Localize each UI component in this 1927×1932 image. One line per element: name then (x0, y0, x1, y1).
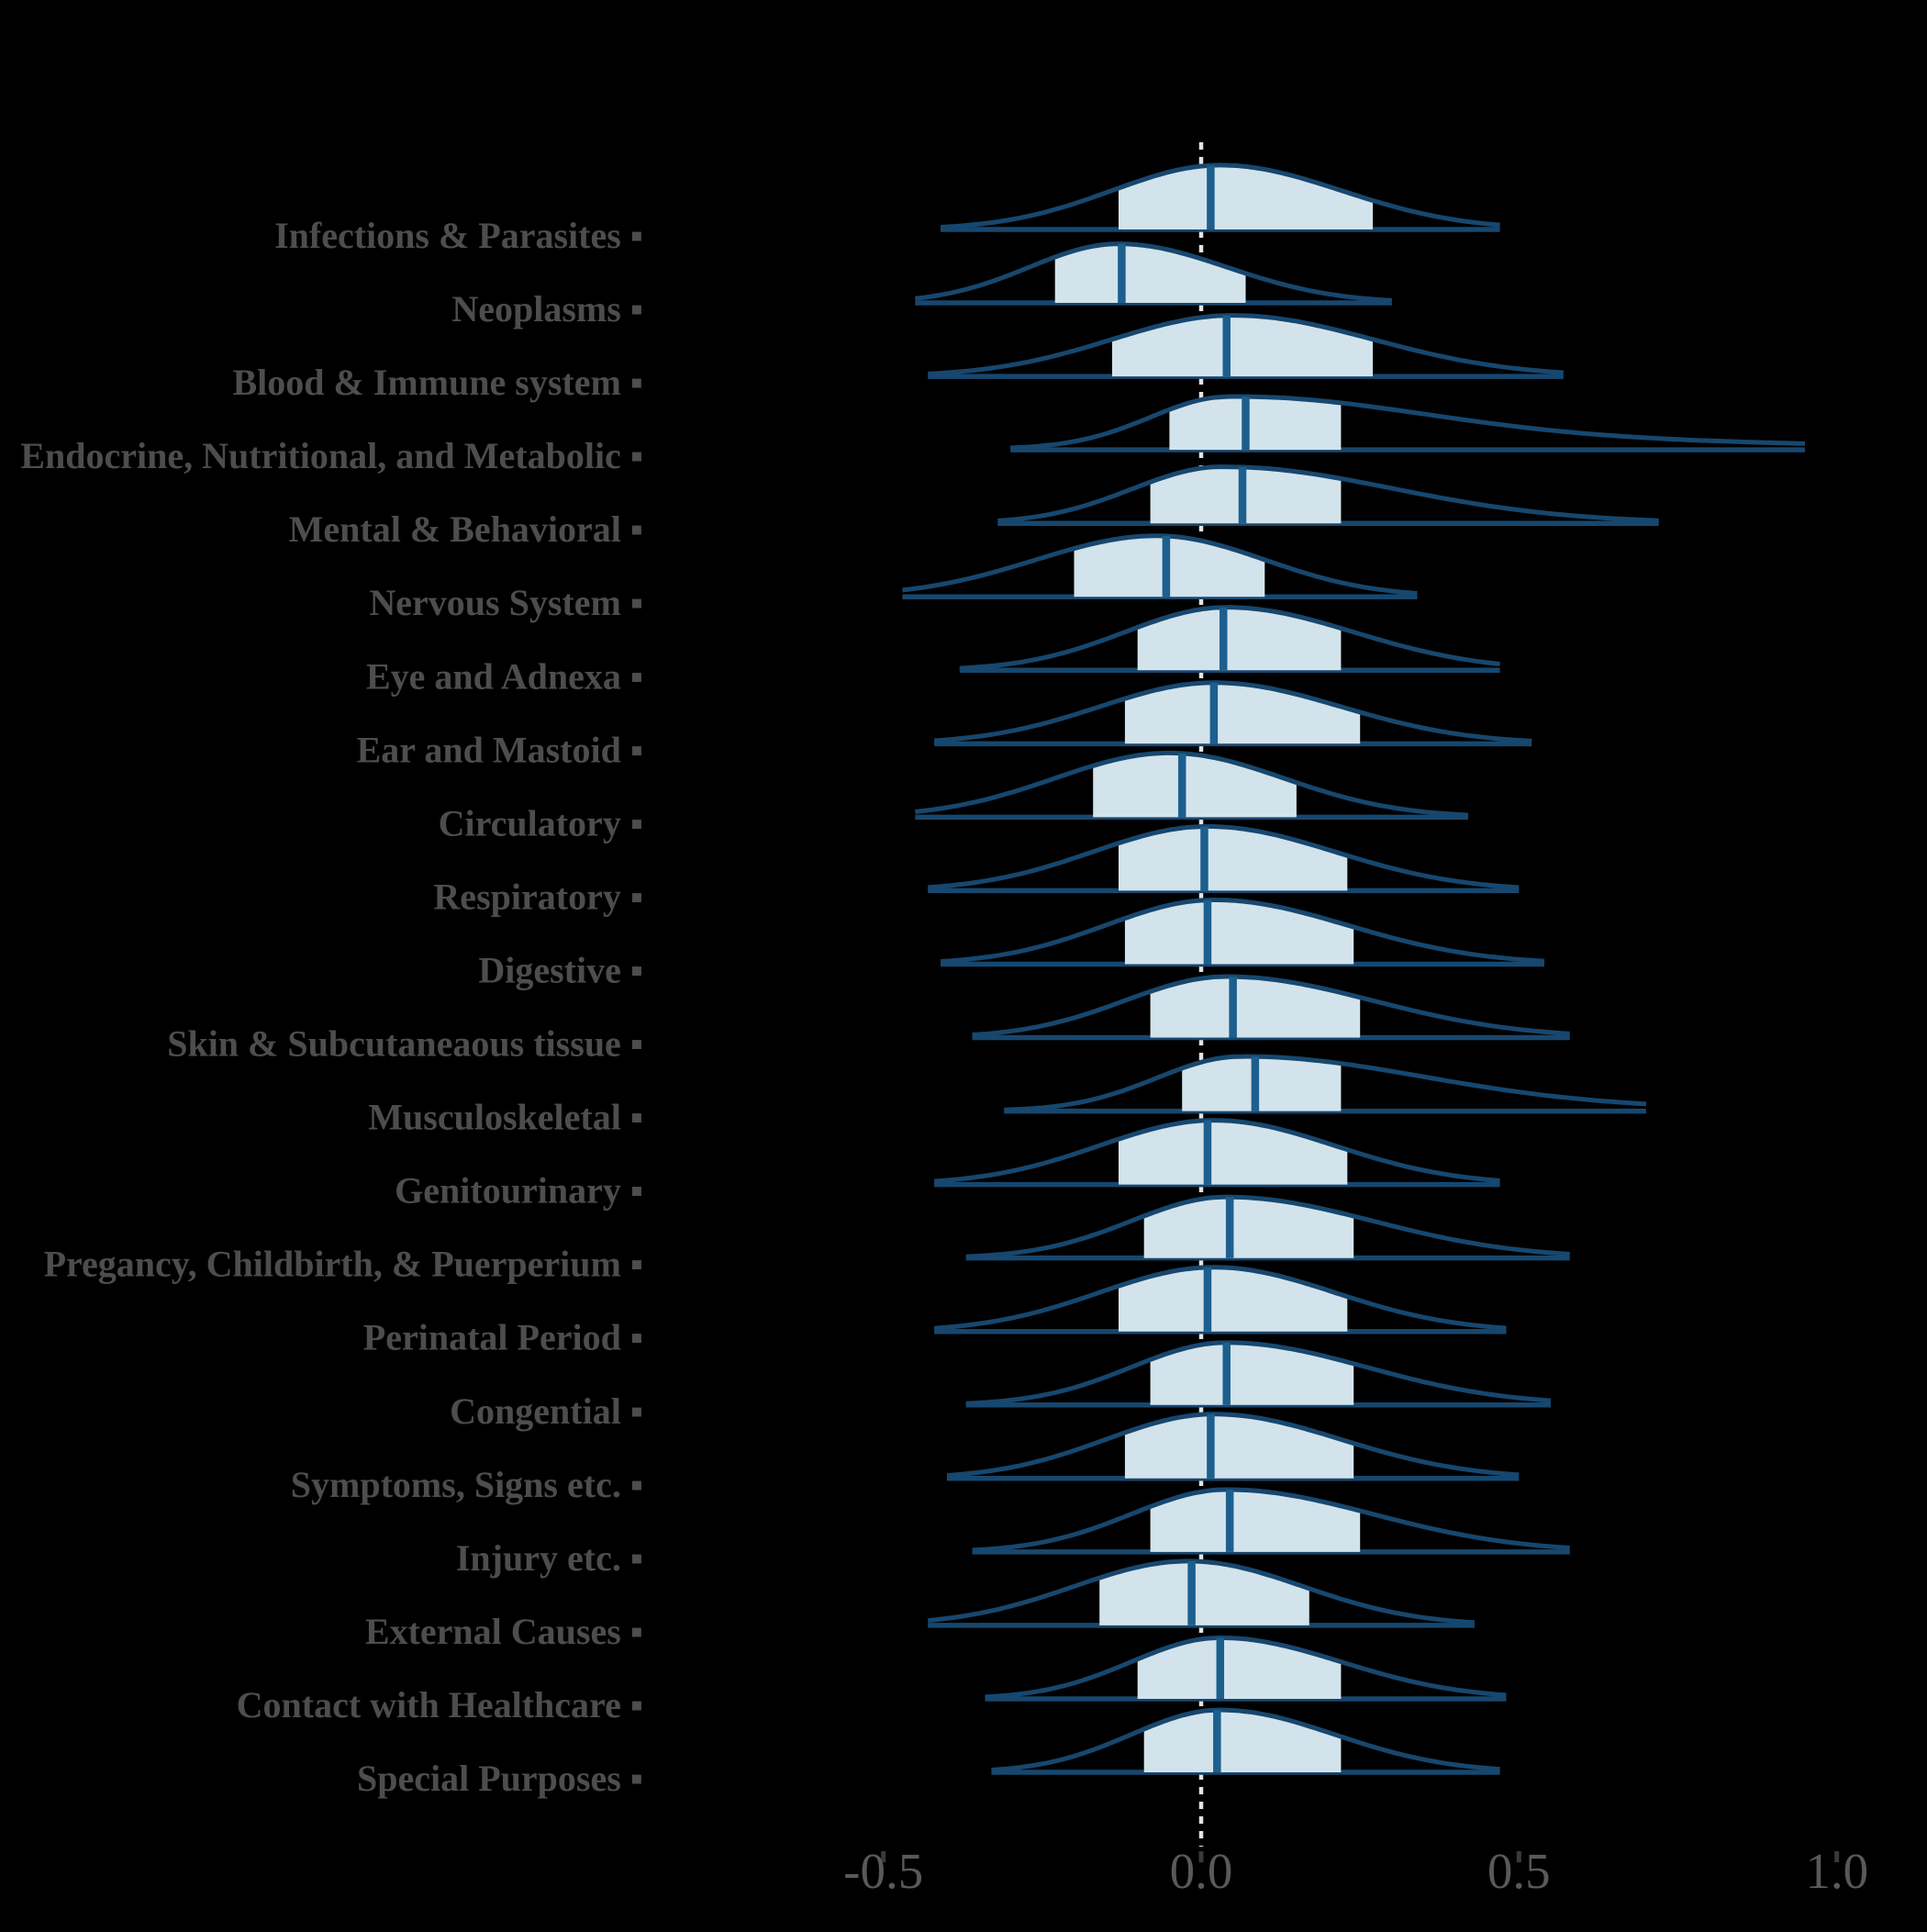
svg-text:Injury etc. ▪: Injury etc. ▪ (456, 1537, 643, 1579)
svg-text:Endocrine, Nutritional, and Me: Endocrine, Nutritional, and Metabolic ▪ (20, 435, 643, 476)
svg-text:Pregancy, Childbirth, & Puerpe: Pregancy, Childbirth, & Puerperium ▪ (44, 1244, 643, 1285)
svg-text:Congential ▪: Congential ▪ (450, 1390, 643, 1432)
svg-text:External Causes ▪: External Causes ▪ (365, 1611, 643, 1652)
svg-text:0.0: 0.0 (1170, 1843, 1233, 1899)
svg-text:Nervous System ▪: Nervous System ▪ (369, 582, 643, 623)
svg-text:Blood & Immune system ▪: Blood & Immune system ▪ (232, 362, 643, 403)
svg-text:Special Purposes ▪: Special Purposes ▪ (357, 1758, 643, 1799)
svg-text:Skin & Subcutaneaous tissue ▪: Skin & Subcutaneaous tissue ▪ (167, 1023, 643, 1065)
svg-text:Digestive ▪: Digestive ▪ (478, 950, 643, 991)
svg-text:Eye and Adnexa ▪: Eye and Adnexa ▪ (366, 655, 643, 697)
svg-text:Circulatory ▪: Circulatory ▪ (439, 802, 643, 843)
svg-text:Perinatal Period ▪: Perinatal Period ▪ (363, 1317, 643, 1358)
svg-text:Symptoms, Signs etc. ▪: Symptoms, Signs etc. ▪ (291, 1464, 643, 1505)
svg-text:Musculoskeletal ▪: Musculoskeletal ▪ (368, 1097, 643, 1138)
svg-text:1.0: 1.0 (1805, 1843, 1868, 1899)
svg-text:Neoplasms ▪: Neoplasms ▪ (451, 288, 643, 329)
svg-text:Respiratory ▪: Respiratory ▪ (433, 876, 643, 917)
svg-text:Contact with Healthcare ▪: Contact with Healthcare ▪ (237, 1684, 643, 1725)
svg-text:Infections & Parasites ▪: Infections & Parasites ▪ (274, 215, 643, 256)
svg-text:Genitourinary ▪: Genitourinary ▪ (395, 1170, 643, 1212)
svg-text:0.5: 0.5 (1487, 1843, 1551, 1899)
svg-text:-0.5: -0.5 (843, 1843, 923, 1899)
svg-text:Mental & Behavioral ▪: Mental & Behavioral ▪ (289, 508, 643, 550)
svg-text:Ear and Mastoid ▪: Ear and Mastoid ▪ (357, 729, 643, 770)
